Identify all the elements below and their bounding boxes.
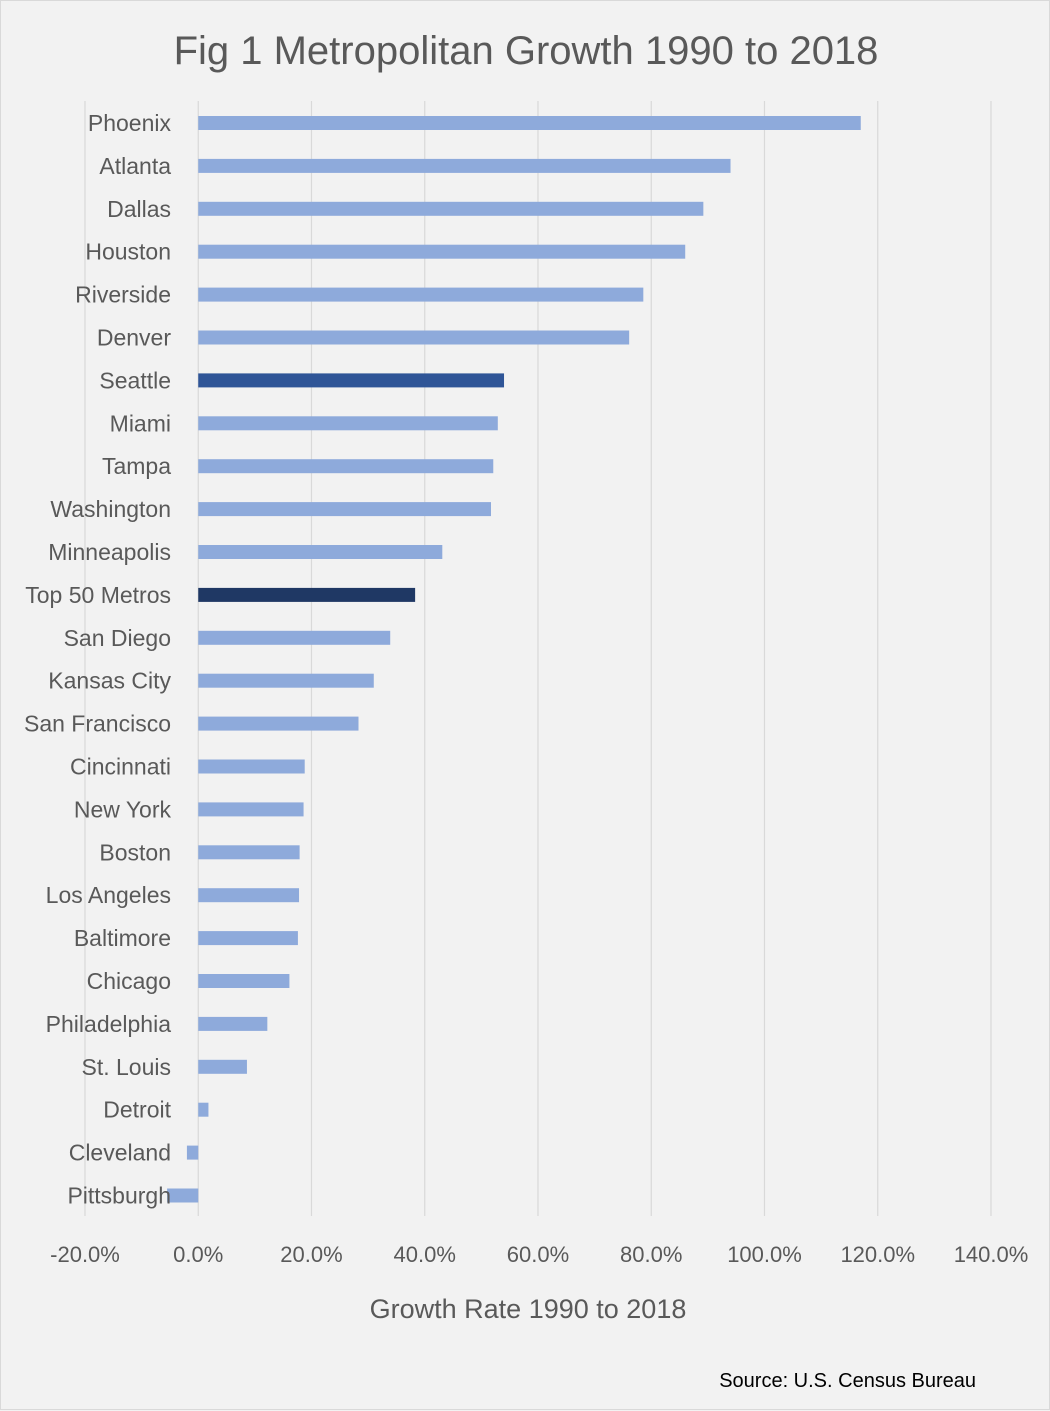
x-tick-labels: -20.0% 0.0% 20.0% 40.0% 60.0% 80.0% 100.0% 120.… <box>50 1242 1028 1267</box>
bar <box>198 201 704 216</box>
category-label: New York <box>74 796 172 822</box>
bar <box>198 244 686 259</box>
category-label: Denver <box>97 325 171 351</box>
bar <box>198 373 505 388</box>
bar <box>198 416 498 431</box>
bar <box>198 974 290 988</box>
bar <box>198 116 861 130</box>
category-label: San Diego <box>64 625 171 651</box>
category-label: St. Louis <box>82 1054 172 1080</box>
bar <box>198 587 416 602</box>
bar <box>198 1102 209 1117</box>
x-tick-label: 0.0% <box>173 1242 223 1267</box>
x-tick-label: 80.0% <box>620 1242 682 1267</box>
category-label: Minneapolis <box>48 539 171 565</box>
x-tick-label: -20.0% <box>50 1242 120 1267</box>
gridlines <box>84 101 992 1216</box>
bar <box>198 158 731 173</box>
bar <box>198 287 644 302</box>
bar <box>186 1145 199 1160</box>
bar <box>198 802 304 817</box>
category-label: Riverside <box>75 282 171 308</box>
x-tick-label: 120.0% <box>840 1242 915 1267</box>
x-tick-label: 20.0% <box>280 1242 342 1267</box>
category-label: Seattle <box>99 367 171 393</box>
category-label: Dallas <box>107 196 171 222</box>
category-label: Phoenix <box>88 110 172 136</box>
bar <box>198 716 359 731</box>
bar <box>198 1059 247 1074</box>
chart-title: Fig 1 Metropolitan Growth 1990 to 2018 <box>174 29 879 73</box>
category-label: Boston <box>99 839 171 865</box>
category-label: Miami <box>110 410 171 436</box>
bar <box>198 502 492 517</box>
bar <box>198 931 298 946</box>
category-label: Los Angeles <box>46 882 171 908</box>
category-label: Houston <box>85 239 171 265</box>
category-label: Washington <box>50 496 171 522</box>
category-label: San Francisco <box>24 711 171 737</box>
bar <box>198 673 374 688</box>
category-label: Top 50 Metros <box>25 582 171 608</box>
category-label: Baltimore <box>74 925 171 951</box>
category-label: Atlanta <box>99 153 171 179</box>
category-label: Tampa <box>102 453 171 479</box>
category-label: Chicago <box>87 968 171 994</box>
category-labels: Phoenix Atlanta Dallas Houston Riverside Denv… <box>24 110 172 1209</box>
x-tick-label: 100.0% <box>727 1242 802 1267</box>
bar <box>198 330 630 345</box>
source-note: Source: U.S. Census Bureau <box>719 1370 976 1392</box>
bar <box>198 1016 268 1031</box>
bar <box>198 759 305 774</box>
category-label: Cincinnati <box>70 754 171 780</box>
x-tick-label: 40.0% <box>394 1242 456 1267</box>
bar <box>198 545 443 559</box>
category-label: Philadelphia <box>46 1011 172 1037</box>
category-label: Detroit <box>103 1097 171 1123</box>
bar <box>198 630 391 645</box>
category-label: Cleveland <box>69 1140 171 1166</box>
bars <box>167 116 861 1203</box>
category-label: Kansas City <box>48 668 171 694</box>
bar <box>167 1188 199 1203</box>
x-tick-label: 140.0% <box>954 1242 1029 1267</box>
bar <box>198 888 300 903</box>
x-axis-title: Growth Rate 1990 to 2018 <box>370 1294 687 1324</box>
category-label: Pittsburgh <box>67 1183 171 1209</box>
x-tick-label: 60.0% <box>507 1242 569 1267</box>
bar <box>198 459 494 474</box>
bar <box>198 845 300 860</box>
